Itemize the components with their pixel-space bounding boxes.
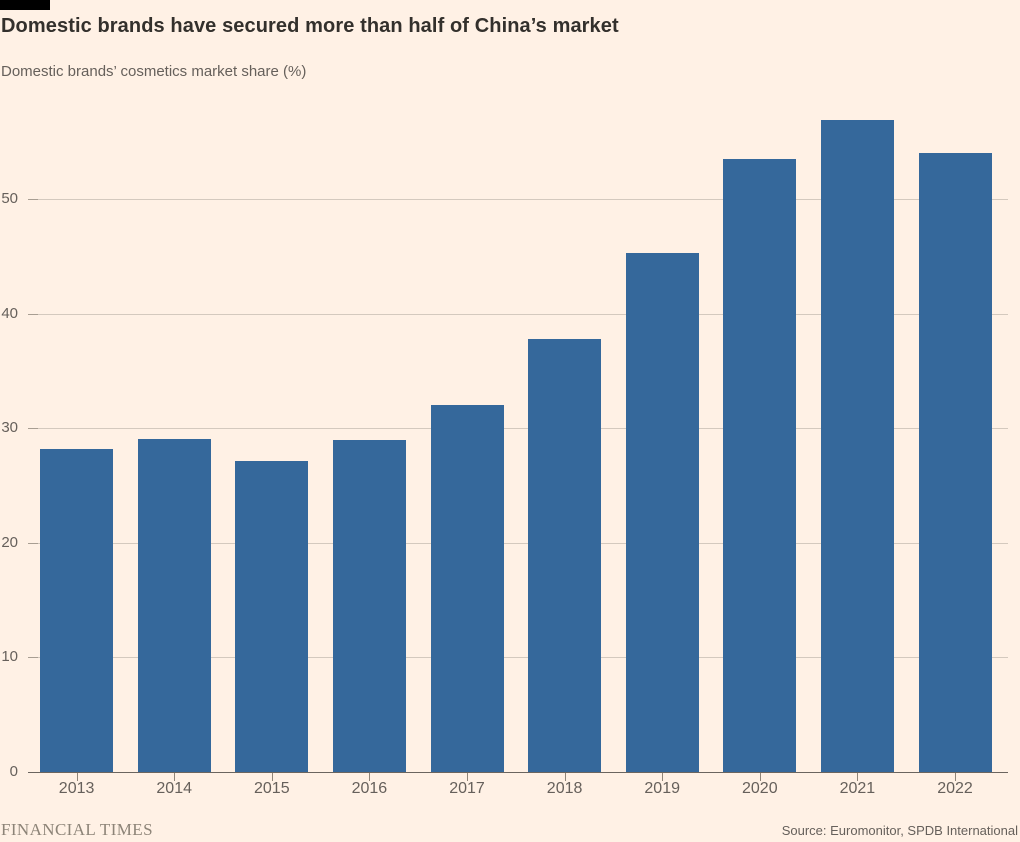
chart-subtitle: Domestic brands’ cosmetics market share … (1, 63, 307, 80)
chart-title: Domestic brands have secured more than h… (1, 15, 619, 37)
bar-2013 (40, 448, 114, 772)
y-tick-label-0: 0 (9, 763, 18, 780)
x-tick-2013 (76, 773, 78, 781)
x-tick-label-2018: 2018 (546, 780, 583, 797)
bar-2014 (137, 438, 211, 772)
x-tick-2014 (174, 773, 176, 781)
gridline-50 (28, 198, 1008, 200)
bar-2021 (820, 119, 894, 772)
x-tick-label-2013: 2013 (58, 780, 95, 797)
ft-brand-text: FINANCIAL TIMES (1, 820, 153, 839)
bar-2022 (918, 153, 992, 772)
y-tick-label-50: 50 (1, 189, 18, 207)
x-tick-label-2021: 2021 (839, 780, 876, 797)
x-tick-label-2020: 2020 (742, 780, 778, 797)
x-axis-baseline (28, 772, 1008, 773)
gridline-30 (28, 428, 1008, 430)
x-tick-2017 (467, 773, 468, 781)
y-tick-10 (28, 657, 38, 659)
x-tick-2021 (857, 773, 859, 781)
bar-2015 (235, 461, 309, 772)
x-tick-label-2015: 2015 (254, 780, 290, 797)
y-tick-50 (28, 198, 38, 200)
y-tick-30 (28, 428, 38, 430)
x-tick-2019 (662, 773, 664, 781)
x-tick-label-2019: 2019 (644, 780, 680, 797)
bar-2018 (528, 338, 602, 772)
x-tick-label-2017: 2017 (449, 780, 485, 797)
ft-flag-bar (0, 0, 50, 10)
y-tick-label-30: 30 (1, 419, 18, 437)
x-tick-2015 (271, 773, 273, 781)
x-tick-2022 (955, 773, 956, 781)
y-tick-label-10: 10 (1, 648, 18, 666)
bar-2019 (625, 252, 699, 772)
x-tick-label-2014: 2014 (156, 780, 192, 797)
x-tick-label-2016: 2016 (351, 780, 388, 797)
gridline-40 (28, 313, 1008, 315)
gridline-20 (28, 542, 1008, 544)
y-tick-label-20: 20 (1, 533, 18, 551)
y-tick-label-40: 40 (1, 304, 18, 322)
x-tick-2018 (564, 773, 566, 781)
x-tick-2020 (759, 773, 761, 781)
gridline-10 (28, 657, 1008, 659)
y-tick-40 (28, 313, 38, 315)
y-tick-20 (28, 542, 38, 544)
bar-2020 (723, 158, 797, 772)
source-note: Source: Euromonitor, SPDB International (781, 823, 1018, 838)
x-tick-label-2022: 2022 (937, 780, 973, 797)
x-tick-2016 (369, 773, 371, 781)
bar-2016 (332, 439, 406, 772)
bar-2017 (430, 405, 504, 772)
